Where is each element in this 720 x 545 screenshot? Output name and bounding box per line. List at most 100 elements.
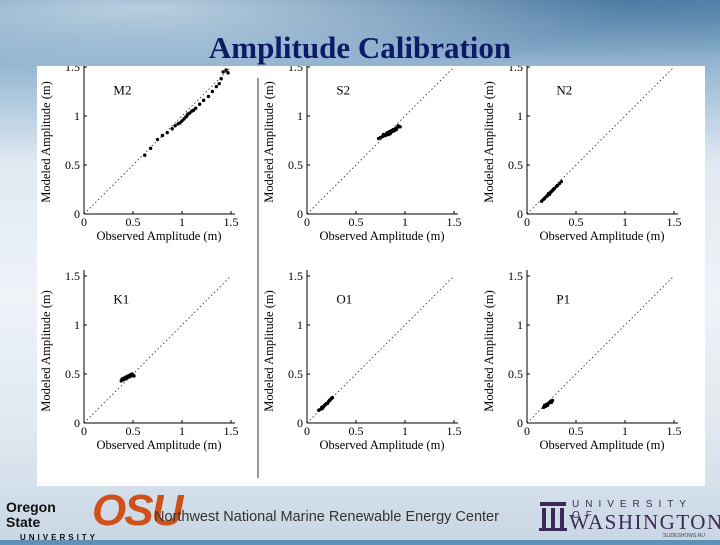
reference-line xyxy=(83,66,232,215)
x-tick-label: 0 xyxy=(304,424,310,438)
y-tick-label: 0 xyxy=(517,416,523,430)
oregon-state-wordmark: Oregon State UNIVERSITY xyxy=(6,499,99,545)
x-axis-label: Observed Amplitude (m) xyxy=(97,438,222,452)
data-point xyxy=(217,81,221,86)
figure-panel xyxy=(37,66,705,486)
data-point xyxy=(170,127,174,131)
panel-label: M2 xyxy=(113,82,131,97)
data-point xyxy=(201,98,206,103)
data-point xyxy=(194,106,198,110)
y-tick-label: 0.5 xyxy=(65,367,80,381)
panel-label: S2 xyxy=(336,82,350,97)
y-tick-label: 0 xyxy=(297,207,303,221)
y-tick-label: 1 xyxy=(74,318,80,332)
y-tick-label: 1.5 xyxy=(288,66,303,74)
data-point xyxy=(214,84,218,89)
y-axis-label: Modeled Amplitude (m) xyxy=(262,81,276,203)
data-point xyxy=(160,133,165,138)
data-point xyxy=(226,71,230,75)
x-tick-label: 0.5 xyxy=(349,215,364,229)
x-axis-label: Observed Amplitude (m) xyxy=(320,229,445,243)
x-axis-label: Observed Amplitude (m) xyxy=(97,229,222,243)
y-tick-label: 0 xyxy=(74,416,80,430)
x-tick-label: 1.5 xyxy=(447,424,462,438)
reference-line xyxy=(526,275,675,424)
uw-line1: UNIVERSITY OF xyxy=(572,499,692,521)
x-tick-label: 0 xyxy=(304,215,310,229)
x-tick-label: 1.5 xyxy=(447,215,462,229)
uw-line2: WASHINGTON xyxy=(569,510,720,534)
reference-line xyxy=(306,66,455,215)
x-tick-label: 0.5 xyxy=(349,424,364,438)
data-point xyxy=(224,68,228,72)
panel-label: P1 xyxy=(556,291,570,306)
y-tick-label: 1.5 xyxy=(288,269,303,283)
x-tick-label: 1 xyxy=(402,424,408,438)
x-tick-label: 1 xyxy=(622,215,628,229)
x-tick-label: 1.5 xyxy=(667,424,682,438)
x-tick-label: 1 xyxy=(622,424,628,438)
y-tick-label: 0 xyxy=(74,207,80,221)
y-tick-label: 1 xyxy=(74,109,80,123)
data-point xyxy=(143,153,147,157)
y-tick-label: 0.5 xyxy=(508,367,523,381)
x-tick-label: 1.5 xyxy=(667,215,682,229)
y-tick-label: 1 xyxy=(297,109,303,123)
data-point xyxy=(398,125,402,129)
data-point xyxy=(330,395,335,400)
x-tick-label: 1.5 xyxy=(224,215,239,229)
oregon-state-line1: Oregon State xyxy=(6,499,56,530)
y-axis-label: Modeled Amplitude (m) xyxy=(482,290,496,412)
y-tick-label: 1 xyxy=(297,318,303,332)
data-point xyxy=(173,124,177,128)
y-tick-label: 0.5 xyxy=(288,158,303,172)
x-tick-label: 0.5 xyxy=(569,215,584,229)
x-tick-label: 1.5 xyxy=(224,424,239,438)
x-tick-label: 0 xyxy=(524,424,530,438)
y-axis-label: Modeled Amplitude (m) xyxy=(39,81,53,203)
x-tick-label: 0 xyxy=(524,215,530,229)
y-tick-label: 0.5 xyxy=(288,367,303,381)
x-tick-label: 1 xyxy=(179,424,185,438)
data-point xyxy=(210,89,215,94)
page-mark: SLIDESHOWS.RU xyxy=(663,533,705,539)
osu-logo: OSU xyxy=(92,486,183,535)
y-tick-label: 1 xyxy=(517,109,523,123)
x-tick-label: 1 xyxy=(402,215,408,229)
data-point xyxy=(132,374,136,378)
x-axis-label: Observed Amplitude (m) xyxy=(540,229,665,243)
data-point xyxy=(550,398,555,403)
y-tick-label: 0.5 xyxy=(65,158,80,172)
data-point xyxy=(559,179,563,184)
reference-line xyxy=(526,66,675,215)
data-point xyxy=(221,70,225,74)
y-axis-label: Modeled Amplitude (m) xyxy=(262,290,276,412)
data-point xyxy=(165,130,169,135)
y-tick-label: 0.5 xyxy=(508,158,523,172)
y-tick-label: 1.5 xyxy=(65,269,80,283)
x-tick-label: 1 xyxy=(179,215,185,229)
y-tick-label: 1.5 xyxy=(65,66,80,74)
y-tick-label: 0 xyxy=(517,207,523,221)
oregon-state-line2: UNIVERSITY xyxy=(20,533,99,542)
columns-w-icon xyxy=(539,502,567,531)
data-point xyxy=(197,102,202,106)
panel-label: O1 xyxy=(336,291,352,306)
y-tick-label: 1.5 xyxy=(508,66,523,74)
y-axis-label: Modeled Amplitude (m) xyxy=(39,290,53,412)
x-tick-label: 0 xyxy=(81,424,87,438)
slide-title: Amplitude Calibration xyxy=(208,30,512,65)
x-axis-label: Observed Amplitude (m) xyxy=(540,438,665,452)
data-point xyxy=(155,137,160,142)
x-axis-label: Observed Amplitude (m) xyxy=(320,438,445,452)
y-tick-label: 1 xyxy=(517,318,523,332)
data-point xyxy=(148,146,153,151)
x-tick-label: 0 xyxy=(81,215,87,229)
y-axis-label: Modeled Amplitude (m) xyxy=(482,81,496,203)
